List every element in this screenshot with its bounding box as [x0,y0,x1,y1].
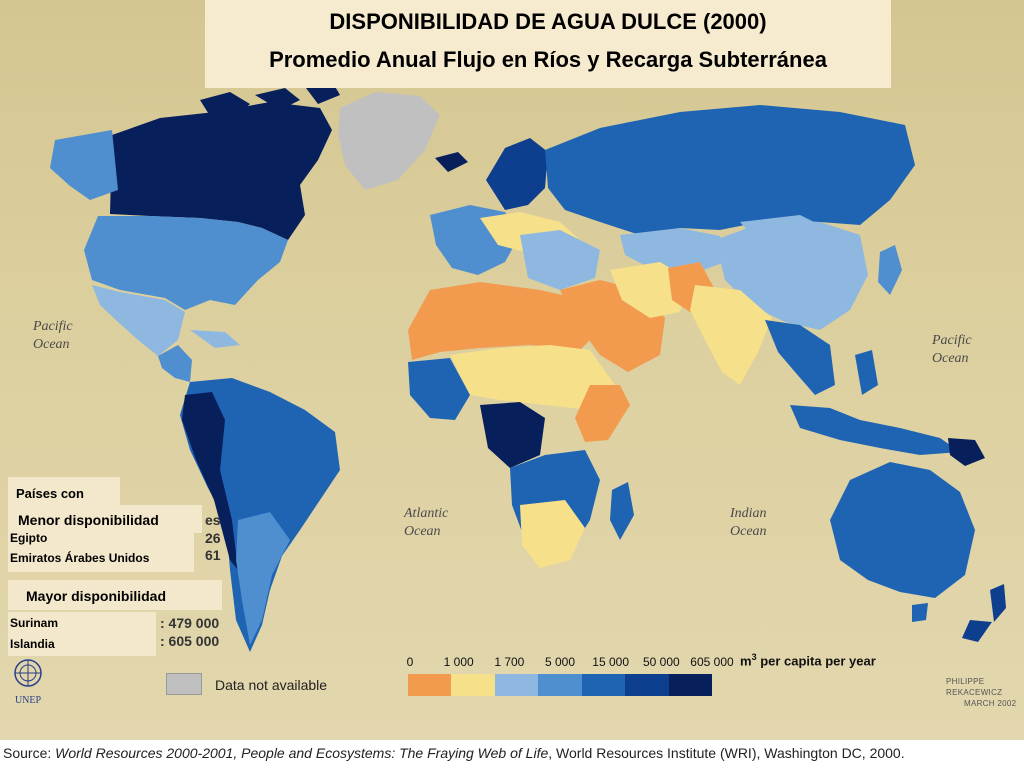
hidden-value: : 479 000 [160,615,220,631]
credit-author: PHILIPPE REKACEWICZ [946,677,1003,697]
ocean-label-word: Ocean [33,337,70,352]
legend-tick-label: 605 000 [690,655,734,669]
region-canada [110,102,332,240]
ocean-label-word: Indian [730,506,767,521]
region-papua-new-guinea [948,438,985,466]
legend-swatch [538,674,583,696]
ocean-label-pacific-right: Pacific Ocean [932,332,972,368]
region-usa [84,216,288,310]
hidden-value: 61 [205,547,221,563]
ocean-label-word: Ocean [404,524,441,539]
legend-tick-label: 1 700 [494,655,525,669]
legend-na-label: Data not available [215,677,328,693]
region-central-africa [480,402,545,468]
legend-tick-label: 5 000 [544,655,576,669]
lowest-heading: Menor disponibilidad [18,512,159,528]
legend-tick-label: 0 [406,655,414,669]
ocean-label-indian: Indian Ocean [730,505,767,541]
region-mexico [92,285,185,356]
region-andes-west [182,392,238,570]
title-banner: DISPONIBILIDAD DE AGUA DULCE (2000) Prom… [205,0,891,88]
legend-swatch [581,674,626,696]
unep-emblem-icon [14,659,42,687]
region-east-africa [575,385,630,442]
panel-heading-box [8,477,120,505]
legend-tick-label: 15 000 [592,655,630,669]
highest-country: Surinam [10,616,59,630]
legend-unit-exponent: 3 [751,652,757,662]
region-greenland [338,92,440,190]
panel-heading: Países con [16,486,84,501]
ocean-label-word: Pacific [932,333,972,348]
region-sahel [450,345,615,410]
source-work: World Resources 2000-2001, People and Ec… [55,745,549,761]
credit-date: MARCH 2002 [964,699,1017,708]
hidden-value: 26 [205,530,221,546]
region-russia [545,105,915,235]
ocean-label-pacific-left: Pacific Ocean [33,318,73,354]
region-tasmania [912,603,928,622]
highest-list-box [8,612,156,656]
region-south-africa [520,500,585,568]
region-australia [830,462,975,598]
legend-swatch [668,674,713,696]
region-indonesia [790,405,960,455]
legend-na-swatch [166,673,202,695]
ocean-label-word: Pacific [33,319,73,334]
region-canadian-arctic [200,78,340,118]
title-line-1: DISPONIBILIDAD DE AGUA DULCE (2000) [329,9,767,34]
ocean-label-word: Ocean [730,524,767,539]
legend-swatch [408,674,452,696]
lowest-heading-box [8,505,202,533]
region-caribbean [190,330,240,348]
region-new-zealand [962,584,1006,642]
highest-country: Islandia [10,637,55,651]
lowest-country: Egipto [10,531,48,545]
unep-logo-label: UNEP [14,695,42,706]
ocean-label-word: Ocean [932,351,969,366]
source-suffix: , World Resources Institute (WRI), Washi… [548,745,905,761]
legend-swatch [451,674,496,696]
hidden-value: es [205,512,221,528]
source-prefix: Source: [3,745,56,761]
title-line-2: Promedio Anual Flujo en Ríos y Recarga S… [269,47,827,72]
legend-unit: m3 per capita per year [740,652,876,668]
highest-heading-box [8,580,222,610]
highest-heading: Mayor disponibilidad [26,588,167,604]
unep-logo: UNEP [8,658,48,706]
region-west-africa [408,358,470,420]
legend-unit-suffix: per capita per year [756,653,876,669]
ocean-label-word: Atlantic [404,506,449,521]
legend-unit-prefix: m [740,653,752,669]
region-iceland [435,152,468,172]
region-argentina [236,512,290,645]
region-philippines [855,350,878,395]
region-alaska [50,130,118,200]
region-eastern-europe [520,230,600,290]
region-madagascar [610,482,634,540]
region-southeast-asia [765,320,835,395]
region-north-africa [408,282,600,360]
legend-tick-label: 1 000 [443,655,474,669]
world-map [50,78,1006,652]
lowest-list-box [8,530,194,572]
region-central-america [158,345,192,382]
region-mongolia [740,215,830,245]
source-citation: Source: World Resources 2000-2001, Peopl… [0,740,1024,768]
legend-swatch [625,674,670,696]
legend-swatch [494,674,539,696]
region-japan [878,245,902,295]
hidden-value: : 605 000 [160,633,220,649]
lowest-country: Emiratos Árabes Unidos [10,551,150,565]
legend-tick-label: 50 000 [642,655,680,669]
region-scandinavia [486,138,548,210]
ocean-label-atlantic: Atlantic Ocean [404,505,448,541]
author-credit: PHILIPPE REKACEWICZ MARCH 2002 [946,676,1024,709]
region-india [690,285,772,385]
